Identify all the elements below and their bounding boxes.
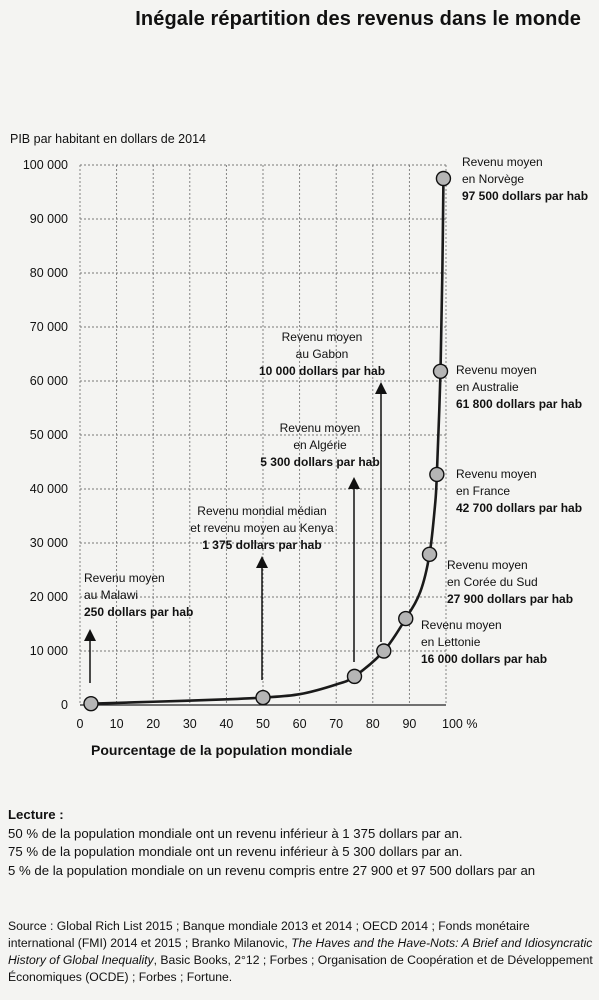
reading-line: 5 % de la population mondiale on un reve… (8, 862, 536, 878)
x-axis-label: Pourcentage de la population mondiale (91, 742, 353, 758)
annotation-value: 27 900 dollars par hab (447, 592, 573, 606)
x-tick-label: 70 (329, 717, 343, 731)
data-point-marker (255, 689, 271, 706)
y-tick-label: 70 000 (30, 320, 68, 334)
x-tick-label: 10 (110, 717, 124, 731)
annotation-label: Revenu moyen (421, 618, 502, 632)
annotation-label: Revenu moyen (282, 330, 363, 344)
source-note: Source : Global Rich List 2015 ; Banque … (8, 918, 593, 986)
reading-line: 75 % de la population mondiale ont un re… (8, 844, 463, 859)
annotation-label: Revenu moyen (462, 155, 543, 169)
source-text: Source : Global Rich List 2015 ; Banque … (8, 919, 530, 950)
data-point-marker (398, 610, 414, 627)
y-tick-label: 10 000 (30, 644, 68, 658)
annotation-label: au Malawi (84, 588, 138, 602)
annotation-label: en Australie (456, 380, 519, 394)
y-tick-label: 80 000 (30, 266, 68, 280)
y-tick-label: 100 000 (23, 158, 68, 172)
annotation-label: Revenu moyen (84, 571, 165, 585)
y-tick-label: 60 000 (30, 374, 68, 388)
source-book-title: The Haves and the Have-Nots: A Brief and… (8, 936, 593, 967)
annotation-label: en Algérie (293, 438, 347, 452)
annotation-value: 97 500 dollars par hab (462, 189, 588, 203)
data-point-marker (432, 363, 449, 379)
y-axis-label: PIB par habitant en dollars de 2014 (10, 132, 206, 146)
source-text-end: , Basic Books, 2°12 ; Forbes ; Organisat… (8, 953, 593, 984)
x-tick-label: 50 (256, 717, 270, 731)
y-tick-label: 50 000 (30, 428, 68, 442)
y-tick-label: 0 (61, 698, 68, 712)
annotation-label: Revenu moyen (280, 421, 361, 435)
data-point-marker (429, 466, 445, 483)
annotation-label: Revenu moyen (447, 558, 528, 572)
x-tick-label: 20 (146, 717, 160, 731)
annotation-label: en France (456, 484, 510, 498)
data-point-marker (376, 643, 392, 659)
data-point-marker (421, 546, 438, 563)
annotation-value: 42 700 dollars par hab (456, 501, 582, 515)
y-tick-label: 30 000 (30, 536, 68, 550)
x-tick-label: 30 (183, 717, 197, 731)
annotation-value: 1 375 dollars par hab (202, 538, 321, 552)
annotation-label: Revenu mondial médian (197, 504, 326, 518)
annotation-value: 5 300 dollars par hab (260, 455, 379, 469)
chart-title: Inégale répartition des revenus dans le … (135, 8, 581, 30)
annotation-label: en Norvège (462, 172, 524, 186)
annotation-value: 10 000 dollars par hab (259, 364, 385, 378)
reading-note: Lecture : 50 % de la population mondiale… (8, 806, 596, 880)
y-tick-label: 40 000 (30, 482, 68, 496)
x-tick-label: 0 (77, 717, 84, 731)
annotation-value: 16 000 dollars par hab (421, 652, 547, 666)
reading-line: 50 % de la population mondiale ont un re… (8, 825, 463, 841)
annotation-label: et revenu moyen au Kenya (190, 521, 334, 535)
reading-heading: Lecture : (8, 807, 64, 822)
x-tick-label: 100 % (442, 717, 477, 731)
x-tick-label: 60 (293, 717, 307, 731)
data-point-marker (435, 170, 452, 187)
annotation-label: en Corée du Sud (447, 575, 538, 589)
x-tick-label: 40 (219, 717, 233, 731)
y-tick-label: 90 000 (30, 212, 68, 226)
annotation-value: 61 800 dollars par hab (456, 397, 582, 411)
x-tick-label: 80 (366, 717, 380, 731)
data-point-marker (346, 668, 363, 685)
x-tick-label: 90 (402, 717, 416, 731)
annotation-label: Revenu moyen (456, 467, 537, 481)
annotation-label: Revenu moyen (456, 363, 537, 377)
y-tick-label: 20 000 (30, 590, 68, 604)
annotation-label: en Lettonie (421, 635, 481, 649)
annotation-label: au Gabon (296, 347, 349, 361)
income-distribution-chart: PIB par habitant en dollars de 2014 0 10 0… (10, 132, 588, 758)
data-point-marker (83, 695, 99, 712)
income-curve (90, 178, 445, 705)
annotation-value: 250 dollars par hab (84, 605, 193, 619)
